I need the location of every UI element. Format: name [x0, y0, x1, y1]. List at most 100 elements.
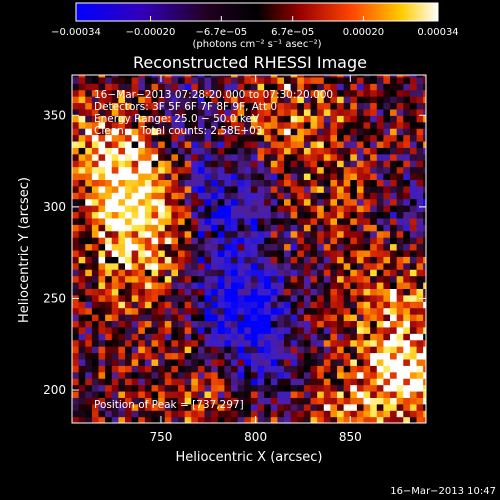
- heatmap-cell: [330, 128, 338, 136]
- heatmap-cell: [197, 371, 206, 379]
- heatmap-cell: [78, 281, 86, 289]
- heatmap-cell: [131, 179, 139, 187]
- heatmap-cell: [396, 352, 404, 360]
- heatmap-cell: [390, 326, 398, 334]
- heatmap-cell: [164, 249, 172, 257]
- heatmap-cell: [72, 333, 80, 341]
- heatmap-cell: [231, 288, 239, 296]
- heatmap-cell: [337, 301, 345, 309]
- heatmap-cell: [184, 102, 192, 110]
- heatmap-cell: [111, 153, 119, 161]
- heatmap-cell: [416, 224, 424, 232]
- heatmap-cell: [376, 224, 385, 232]
- heatmap-cell: [257, 89, 265, 97]
- heatmap-cell: [211, 333, 219, 341]
- heatmap-cell: [383, 281, 391, 289]
- heatmap-cell: [151, 102, 159, 110]
- heatmap-cell: [423, 307, 426, 315]
- heatmap-cell: [284, 307, 292, 315]
- heatmap-cell: [390, 390, 398, 398]
- heatmap-cell: [244, 384, 252, 392]
- heatmap-cell: [330, 410, 338, 418]
- heatmap-cell: [297, 134, 305, 142]
- heatmap-cell: [224, 237, 232, 245]
- heatmap-cell: [350, 192, 358, 200]
- heatmap-cell: [383, 205, 391, 213]
- heatmap-cell: [231, 83, 239, 91]
- heatmap-cell: [204, 397, 212, 405]
- heatmap-cell: [409, 185, 418, 193]
- heatmap-cell: [91, 249, 100, 257]
- heatmap-cell: [125, 102, 133, 110]
- heatmap-cell: [158, 256, 166, 264]
- heatmap-cell: [423, 269, 426, 277]
- heatmap-cell: [383, 237, 391, 245]
- heatmap-cell: [250, 108, 259, 116]
- heatmap-cell: [204, 307, 212, 315]
- heatmap-cell: [217, 294, 225, 302]
- heatmap-cell: [270, 346, 278, 354]
- heatmap-cell: [244, 397, 252, 405]
- heatmap-cell: [91, 237, 100, 245]
- heatmap-cell: [217, 301, 225, 309]
- heatmap-cell: [310, 102, 318, 110]
- heatmap-cell: [350, 288, 358, 296]
- heatmap-cell: [158, 262, 166, 270]
- heatmap-cell: [343, 166, 351, 174]
- heatmap-cell: [171, 416, 179, 423]
- heatmap-cell: [323, 307, 332, 315]
- heatmap-cell: [416, 237, 424, 245]
- heatmap-cell: [330, 134, 338, 142]
- heatmap-cell: [105, 378, 113, 386]
- heatmap-cell: [244, 288, 252, 296]
- heatmap-cell: [270, 390, 278, 398]
- heatmap-cell: [237, 333, 245, 341]
- heatmap-cell: [350, 326, 358, 334]
- heatmap-cell: [78, 378, 86, 386]
- heatmap-cell: [337, 121, 345, 129]
- heatmap-cell: [191, 134, 199, 142]
- heatmap-cell: [409, 358, 418, 366]
- heatmap-cell: [224, 75, 232, 78]
- heatmap-cell: [257, 403, 265, 411]
- heatmap-cell: [310, 75, 318, 78]
- heatmap-cell: [197, 326, 206, 334]
- heatmap-cell: [250, 198, 259, 206]
- heatmap-cell: [409, 243, 418, 251]
- heatmap-cell: [85, 314, 93, 322]
- heatmap-cell: [171, 281, 179, 289]
- heatmap-cell: [297, 237, 305, 245]
- heatmap-cell: [191, 249, 199, 257]
- heatmap-cell: [231, 237, 239, 245]
- heatmap-cell: [250, 378, 259, 386]
- heatmap-cell: [403, 172, 411, 180]
- heatmap-cell: [224, 275, 232, 283]
- heatmap-cell: [343, 198, 351, 206]
- heatmap-cell: [250, 384, 259, 392]
- heatmap-cell: [264, 211, 272, 219]
- heatmap-cell: [343, 211, 351, 219]
- heatmap-cell: [91, 281, 100, 289]
- heatmap-cell: [423, 384, 426, 392]
- heatmap-cell: [72, 217, 80, 225]
- heatmap-cell: [383, 294, 391, 302]
- heatmap-cell: [131, 275, 139, 283]
- heatmap-cell: [158, 76, 166, 84]
- heatmap-cell: [217, 352, 225, 360]
- heatmap-cell: [244, 134, 252, 142]
- heatmap-cell: [370, 390, 378, 398]
- heatmap-cell: [423, 140, 426, 148]
- heatmap-cell: [343, 307, 351, 315]
- heatmap-cell: [343, 128, 351, 136]
- heatmap-cell: [343, 269, 351, 277]
- heatmap-cell: [376, 314, 385, 322]
- heatmap-cell: [337, 128, 345, 136]
- heatmap-cell: [72, 378, 80, 386]
- heatmap-cell: [125, 262, 133, 270]
- heatmap-cell: [409, 108, 418, 116]
- heatmap-cell: [297, 205, 305, 213]
- heatmap-cell: [158, 403, 166, 411]
- heatmap-cell: [105, 179, 113, 187]
- heatmap-cell: [211, 121, 219, 129]
- heatmap-cell: [297, 403, 305, 411]
